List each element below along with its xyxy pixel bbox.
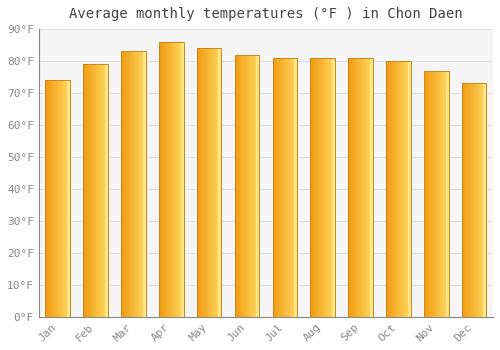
Bar bbox=[218, 48, 222, 317]
Title: Average monthly temperatures (°F ) in Chon Daen: Average monthly temperatures (°F ) in Ch… bbox=[69, 7, 462, 21]
Bar bbox=[294, 58, 297, 317]
Bar bbox=[46, 80, 70, 317]
Bar bbox=[256, 55, 260, 317]
Bar bbox=[234, 55, 260, 317]
Bar bbox=[197, 48, 222, 317]
Bar bbox=[484, 83, 486, 317]
Bar bbox=[332, 58, 335, 317]
Bar bbox=[272, 58, 297, 317]
Bar bbox=[462, 83, 486, 317]
Bar bbox=[121, 51, 146, 317]
Bar bbox=[408, 61, 410, 317]
Bar bbox=[67, 80, 70, 317]
Bar bbox=[180, 42, 184, 317]
Bar bbox=[310, 58, 335, 317]
Bar bbox=[159, 42, 184, 317]
Bar bbox=[370, 58, 373, 317]
Bar bbox=[84, 64, 108, 317]
Bar bbox=[348, 58, 373, 317]
Bar bbox=[143, 51, 146, 317]
Bar bbox=[446, 71, 448, 317]
Bar bbox=[386, 61, 410, 317]
Bar bbox=[105, 64, 108, 317]
Bar bbox=[424, 71, 448, 317]
